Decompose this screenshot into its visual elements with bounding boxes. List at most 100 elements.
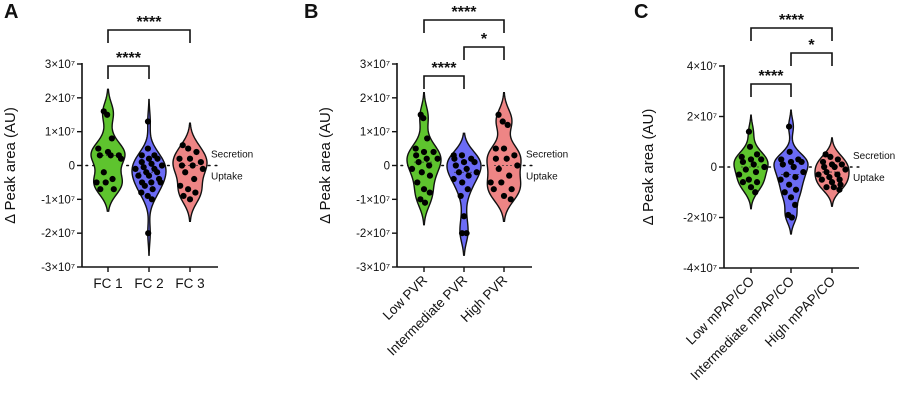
data-point bbox=[186, 155, 194, 162]
data-point bbox=[822, 151, 829, 158]
violin-body bbox=[773, 109, 809, 235]
data-point bbox=[826, 174, 833, 181]
data-point bbox=[834, 156, 841, 163]
data-point bbox=[837, 181, 844, 188]
y-tick-label: -1×10⁷ bbox=[356, 194, 390, 206]
data-point bbox=[138, 189, 145, 196]
data-point bbox=[149, 186, 156, 193]
significance-bracket: **** bbox=[750, 68, 792, 97]
data-point bbox=[176, 155, 183, 162]
data-point bbox=[415, 159, 422, 166]
data-point bbox=[761, 163, 768, 171]
data-point bbox=[781, 189, 788, 196]
data-point bbox=[179, 142, 186, 149]
data-point bbox=[739, 158, 747, 166]
data-point bbox=[739, 179, 747, 186]
y-tick-label: 2×10⁷ bbox=[45, 93, 75, 105]
data-point bbox=[192, 189, 199, 196]
data-point bbox=[736, 171, 743, 178]
data-point bbox=[96, 152, 103, 159]
y-tick-label: -4×10⁷ bbox=[683, 263, 717, 275]
data-point bbox=[182, 169, 189, 176]
data-point bbox=[823, 184, 830, 191]
data-point bbox=[193, 148, 200, 156]
y-tick-label: -3×10⁷ bbox=[356, 262, 390, 274]
data-point bbox=[408, 165, 416, 172]
data-point bbox=[144, 145, 152, 152]
data-point bbox=[140, 164, 147, 171]
y-tick-label: -2×10⁷ bbox=[356, 228, 390, 240]
data-point bbox=[108, 135, 115, 142]
data-point bbox=[753, 179, 761, 186]
violin-intermediate-pvr bbox=[446, 132, 482, 256]
data-point bbox=[110, 186, 117, 193]
data-point bbox=[492, 145, 499, 152]
data-point bbox=[457, 192, 464, 200]
data-point bbox=[463, 230, 470, 237]
x-tick-label: FC 3 bbox=[175, 276, 204, 291]
data-point bbox=[752, 168, 760, 176]
violin-intermediate-mpap-co bbox=[773, 109, 809, 235]
data-point bbox=[815, 171, 822, 178]
data-point bbox=[107, 152, 114, 159]
data-point bbox=[185, 145, 192, 152]
x-tick-label: FC 1 bbox=[93, 276, 122, 291]
data-point bbox=[787, 194, 795, 201]
data-point bbox=[460, 159, 468, 166]
data-point bbox=[821, 163, 828, 171]
data-point bbox=[197, 159, 204, 166]
data-point bbox=[779, 161, 786, 168]
data-point bbox=[184, 186, 192, 193]
data-point bbox=[413, 152, 420, 159]
data-point bbox=[500, 145, 508, 152]
data-point bbox=[492, 155, 499, 162]
data-point bbox=[788, 214, 795, 221]
uptake-label: Uptake bbox=[526, 172, 558, 183]
y-tick-label: -3×10⁷ bbox=[41, 262, 75, 274]
panel-label: B bbox=[304, 1, 318, 23]
y-axis-label: Δ Peak area (AU) bbox=[2, 107, 19, 224]
y-tick-label: 0 bbox=[69, 161, 75, 173]
data-point bbox=[458, 230, 466, 237]
significance-bracket: * bbox=[463, 31, 505, 60]
significance-stars: **** bbox=[759, 68, 785, 85]
data-point bbox=[154, 169, 161, 176]
data-point bbox=[787, 158, 795, 166]
data-point bbox=[834, 171, 841, 178]
data-point bbox=[777, 176, 784, 183]
significance-bracket: **** bbox=[107, 50, 150, 79]
data-point bbox=[831, 163, 838, 171]
uptake-label: Uptake bbox=[853, 173, 885, 184]
data-point bbox=[426, 189, 433, 196]
data-point bbox=[507, 196, 514, 203]
data-point bbox=[495, 165, 502, 172]
y-tick-label: 2×10⁷ bbox=[687, 112, 717, 124]
y-tick-label: 3×10⁷ bbox=[45, 59, 75, 71]
data-point bbox=[95, 145, 102, 152]
data-point bbox=[463, 165, 470, 172]
significance-bracket: **** bbox=[750, 12, 833, 41]
data-point bbox=[464, 186, 471, 193]
data-point bbox=[97, 186, 104, 193]
data-point bbox=[514, 162, 521, 169]
data-point bbox=[508, 186, 515, 193]
significance-stars: **** bbox=[137, 14, 163, 31]
data-point bbox=[144, 118, 152, 125]
panel-c: C Δ Peak area (AU) 4×10⁷ 2×10⁷ 0 -2×10⁷ -4×10⁷… bbox=[634, 1, 895, 383]
data-point bbox=[93, 179, 100, 186]
data-point bbox=[157, 179, 164, 186]
data-point bbox=[148, 160, 155, 167]
data-point bbox=[792, 186, 800, 193]
data-point bbox=[798, 158, 805, 166]
data-point bbox=[745, 176, 752, 183]
data-point bbox=[420, 186, 428, 193]
data-point bbox=[144, 192, 151, 200]
data-point bbox=[495, 111, 502, 118]
data-point bbox=[471, 159, 478, 166]
data-point bbox=[818, 176, 825, 183]
significance-stars: * bbox=[481, 31, 488, 48]
data-point bbox=[158, 162, 166, 169]
data-point bbox=[199, 165, 206, 172]
data-point bbox=[109, 175, 116, 183]
secretion-label: Secretion bbox=[211, 150, 253, 161]
